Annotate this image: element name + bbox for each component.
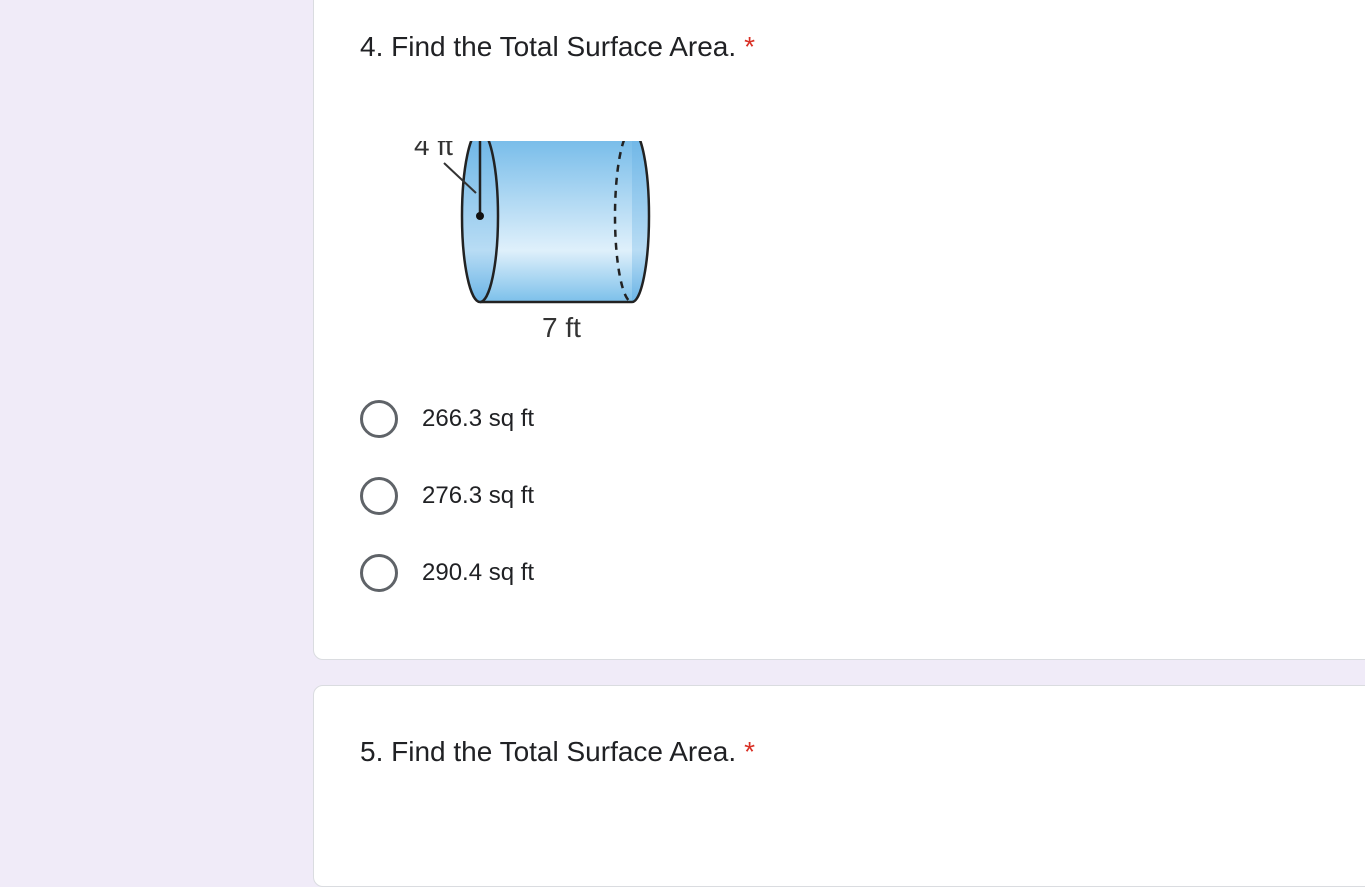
question-card-5: 5. Find the Total Surface Area. *	[313, 685, 1365, 887]
cylinder-body	[480, 141, 649, 302]
option-290-4[interactable]: 290.4 sq ft	[360, 553, 534, 593]
radius-label: 4 ft	[414, 141, 453, 161]
question-title-text: 5. Find the Total Surface Area.	[360, 736, 737, 767]
option-266-3[interactable]: 266.3 sq ft	[360, 399, 534, 439]
option-276-3[interactable]: 276.3 sq ft	[360, 476, 534, 516]
option-label: 276.3 sq ft	[422, 482, 535, 509]
cylinder-diagram: 4 ft 7 ft	[414, 141, 651, 343]
radio-button[interactable]	[360, 477, 398, 515]
question-title: 5. Find the Total Surface Area. *	[360, 736, 755, 768]
question-card-4: 4. Find the Total Surface Area. * 4 ft 7 …	[313, 0, 1365, 660]
cylinder-base	[460, 141, 500, 304]
question-title-text: 4. Find the Total Surface Area.	[360, 31, 737, 62]
option-label: 266.3 sq ft	[422, 405, 535, 432]
option-label: 290.4 sq ft	[422, 559, 535, 586]
cylinder-far-edge	[631, 141, 651, 304]
required-asterisk: *	[744, 736, 756, 767]
radio-button[interactable]	[360, 554, 398, 592]
radio-button[interactable]	[360, 400, 398, 438]
required-asterisk: *	[744, 31, 756, 62]
question-title: 4. Find the Total Surface Area. *	[360, 31, 755, 63]
length-label: 7 ft	[542, 312, 581, 343]
